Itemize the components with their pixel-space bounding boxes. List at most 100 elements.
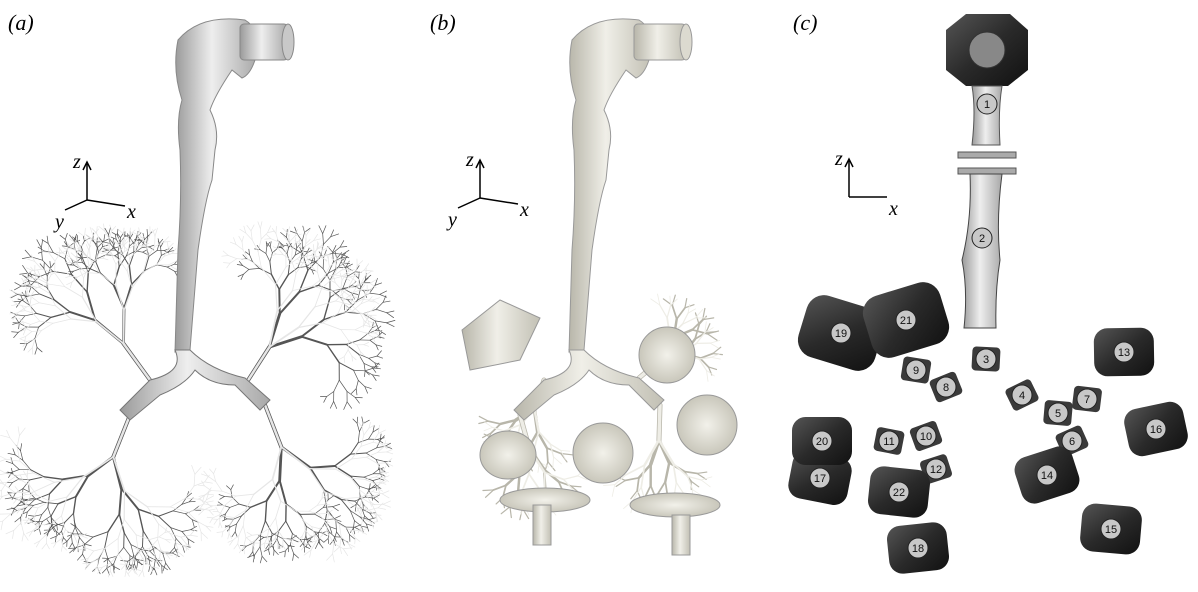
airway-branch: [365, 267, 367, 276]
airway-branch: [26, 302, 40, 308]
airway-branch: [363, 344, 369, 347]
airway-branch: [310, 540, 318, 551]
airway-branch: [236, 515, 242, 525]
airway-branch: [335, 468, 352, 479]
airway-branch: [241, 241, 244, 251]
airway-branch: [509, 506, 512, 519]
airway-branch: [157, 539, 162, 550]
airway-branch: [41, 268, 56, 274]
airway-branch: [328, 531, 335, 538]
airway-branch: [81, 246, 84, 253]
airway-branch: [25, 327, 33, 332]
airway-branch: [329, 401, 335, 409]
airway-branch: [139, 235, 148, 245]
airway-branch: [312, 276, 325, 287]
airway-branch: [119, 260, 128, 272]
airway-branch: [265, 542, 272, 544]
airway-branch: [372, 441, 383, 445]
airway-branch: [241, 506, 252, 517]
airway-branch: [681, 317, 696, 325]
axis-letter: y: [446, 209, 457, 231]
airway-branch: [79, 537, 86, 545]
airway-branch: [221, 531, 224, 538]
airway-branch: [34, 514, 43, 517]
airway-branch: [216, 531, 224, 533]
airway-branch: [322, 322, 342, 331]
airway-branch: [85, 234, 93, 240]
airway-branch: [265, 241, 268, 248]
airway-branch: [360, 284, 366, 290]
airway-branch: [132, 231, 141, 237]
airway-branch: [339, 524, 342, 538]
airway-branch: [13, 331, 19, 338]
airway-branch: [64, 258, 72, 275]
airway-branch: [141, 246, 150, 248]
airway-branch: [213, 467, 217, 475]
part-number: 10: [920, 431, 932, 443]
airway-branch: [237, 534, 240, 545]
airway-branch: [19, 272, 29, 275]
airway-branch: [21, 497, 25, 505]
airway-branch: [145, 556, 149, 565]
airway-branch: [53, 476, 84, 483]
airway-branch: [278, 479, 288, 505]
airway-branch: [19, 310, 26, 312]
axis-arrow: [479, 197, 519, 205]
airway-branch: [364, 370, 373, 376]
airway-branch: [82, 235, 85, 242]
trachea-model-a: [119, 18, 295, 421]
airway-branch: [323, 296, 331, 321]
airway-branch: [169, 547, 175, 554]
airway-branch: [372, 491, 383, 495]
airway-branch: [357, 278, 360, 286]
airway-branch: [91, 238, 101, 242]
airway-branch: [245, 534, 253, 539]
airway-branch: [229, 258, 238, 264]
airway-branch: [93, 565, 98, 572]
airway-branch: [563, 475, 579, 481]
airway-branch: [11, 469, 20, 473]
airway-branch: [19, 460, 34, 474]
airway-branch: [333, 515, 341, 520]
airway-branch: [217, 515, 225, 520]
airway-branch: [6, 475, 18, 483]
airway-branch: [342, 249, 350, 255]
airway-branch: [38, 528, 41, 535]
airway-branch: [260, 520, 266, 536]
airway-branch: [180, 534, 191, 538]
airway-branch: [57, 495, 77, 505]
airway-branch: [168, 247, 174, 253]
part-marker: [1100, 518, 1122, 540]
airway-branch: [376, 355, 383, 359]
airway-branch: [198, 494, 205, 497]
airway-branch: [142, 264, 157, 273]
airway-branch: [164, 531, 171, 533]
airway-branch: [102, 253, 107, 259]
airway-branch: [316, 503, 325, 506]
airway-branch: [257, 251, 262, 269]
airway-branch: [372, 297, 380, 301]
airway-branch: [373, 495, 380, 499]
airway-branch: [205, 525, 214, 528]
airway-branch: [354, 324, 365, 331]
airway-branch: [248, 268, 260, 270]
airway-branch: [34, 261, 43, 270]
airway-branch: [547, 461, 556, 472]
airway-branch: [112, 565, 115, 574]
airway-branch: [25, 270, 33, 275]
airway-branch: [149, 547, 157, 552]
airway-branch: [0, 490, 2, 492]
trachea-model-b: [461, 18, 738, 556]
airway-branch: [303, 256, 315, 263]
airway-branch: [108, 555, 118, 559]
airway-branch: [16, 446, 21, 462]
airway-branch: [287, 267, 299, 276]
airway-branch: [324, 503, 331, 506]
airway-branch: [201, 480, 205, 487]
airway-branch: [360, 525, 368, 528]
part-marker: [905, 359, 927, 381]
airway-branch: [203, 503, 214, 507]
airway-branch: [289, 254, 296, 263]
airway-branch: [82, 455, 115, 479]
airway-branch: [304, 529, 311, 536]
